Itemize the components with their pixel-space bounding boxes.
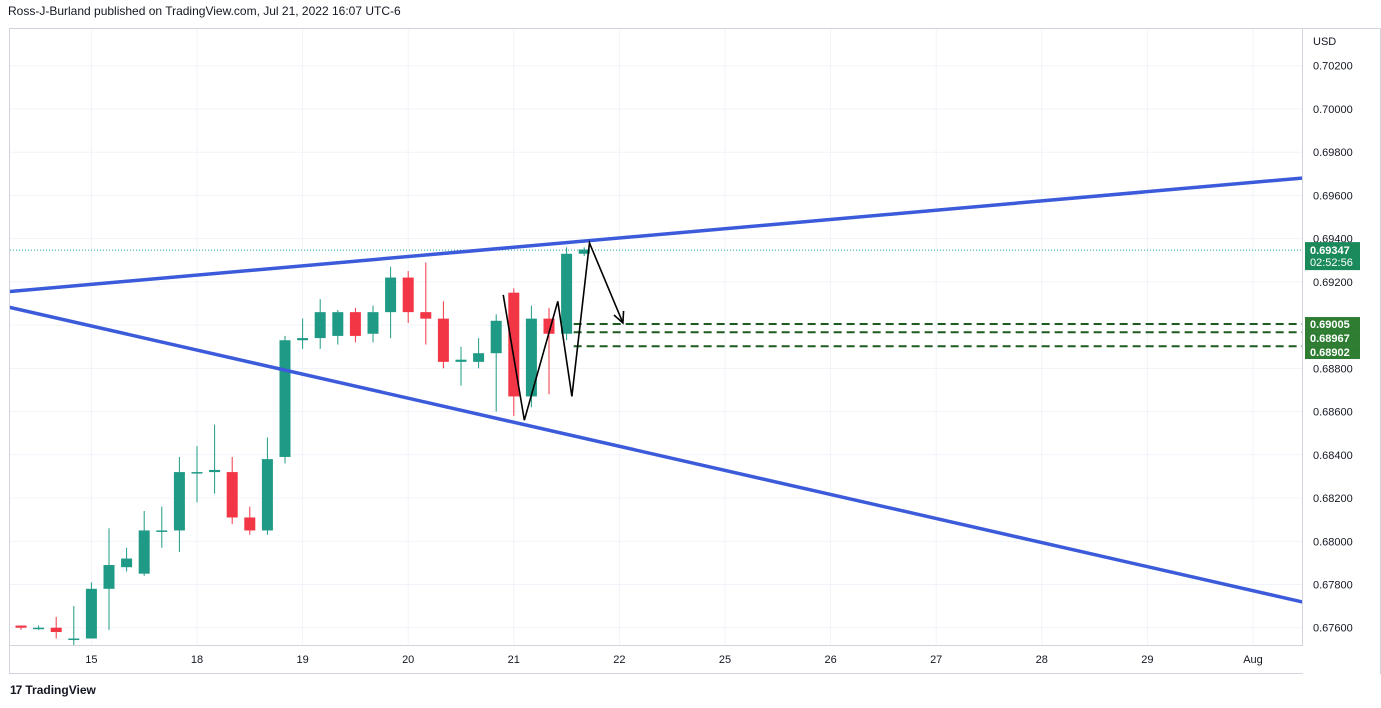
candle-body <box>85 588 97 639</box>
last-price-tag <box>1305 242 1360 271</box>
tradingview-logo-icon: 17 <box>10 683 22 697</box>
y-axis-labels: 0.67600 0.67800 0.68000 0.68200 0.68400 0.686… <box>1305 61 1360 635</box>
x-tick-label: 27 <box>930 654 942 666</box>
support-price-tag-text: 0.69005 <box>1310 319 1350 331</box>
x-tick-label: 26 <box>824 654 836 666</box>
candle-body <box>561 253 573 334</box>
candle-body <box>103 565 115 589</box>
last-price-countdown: 02:52:56 <box>1310 257 1353 269</box>
candle-body <box>33 627 45 630</box>
candle-body <box>226 472 238 518</box>
candle-body <box>173 472 185 531</box>
x-tick-label: 29 <box>1141 654 1153 666</box>
y-tick-label: 0.68800 <box>1313 363 1353 375</box>
y-tick-label: 0.69200 <box>1313 277 1353 289</box>
annotation-arrowhead <box>613 310 625 325</box>
y-tick-label: 0.67800 <box>1313 579 1353 591</box>
support-price-tag <box>1305 345 1360 360</box>
tradingview-brand-text: TradingView <box>25 683 96 697</box>
candle-body <box>490 320 502 354</box>
candle-body <box>578 249 590 254</box>
trendline-lower <box>10 305 1302 604</box>
candle-body <box>332 312 344 336</box>
y-tick-label: 0.70200 <box>1313 61 1353 73</box>
candle-body <box>209 469 221 473</box>
candle-body <box>420 312 432 319</box>
candle-body <box>525 318 537 397</box>
y-tick-label: 0.68400 <box>1313 450 1353 462</box>
chart-pane[interactable] <box>9 28 1303 646</box>
support-price-tag-text: 0.68902 <box>1310 347 1350 359</box>
grid-lines <box>10 29 1302 645</box>
candle-body <box>543 318 555 334</box>
candle-body <box>314 312 326 339</box>
last-price-value: 0.69347 <box>1310 245 1350 257</box>
y-tick-label: 0.68200 <box>1313 493 1353 505</box>
trendline-upper <box>10 176 1302 294</box>
x-tick-label: 22 <box>613 654 625 666</box>
candle-body <box>68 638 80 641</box>
x-tick-label: 19 <box>296 654 308 666</box>
support-price-tag <box>1305 331 1360 346</box>
currency-label: USD <box>1313 36 1336 48</box>
y-tick-label: 0.70000 <box>1313 104 1353 116</box>
candle-body <box>367 312 379 334</box>
candle-body <box>455 359 467 362</box>
candle-body <box>244 517 256 531</box>
candle-body <box>508 292 520 397</box>
x-tick-label: 28 <box>1036 654 1048 666</box>
candle-body <box>437 318 449 362</box>
candle-body <box>138 530 150 574</box>
candle-body <box>385 277 397 313</box>
tradingview-logo[interactable]: 17 TradingView <box>10 683 96 697</box>
attribution-text: Ross-J-Burland published on TradingView.… <box>8 4 401 18</box>
x-tick-label: 25 <box>719 654 731 666</box>
x-tick-label: 15 <box>85 654 97 666</box>
candle-body <box>156 530 168 532</box>
x-axis-labels: 15 18 19 20 21 22 25 26 27 28 29 Aug <box>85 654 1263 666</box>
candle-body <box>15 625 27 628</box>
drawings-group <box>10 176 1302 604</box>
candle-body <box>50 627 62 633</box>
candle-body <box>191 472 203 474</box>
candles-group <box>15 247 590 645</box>
candle-body <box>349 312 361 336</box>
annotation-path <box>502 239 624 421</box>
y-tick-label: 0.69600 <box>1313 190 1353 202</box>
y-tick-label: 0.67600 <box>1313 623 1353 635</box>
candle-body <box>297 338 309 341</box>
support-price-tag <box>1305 317 1360 332</box>
x-tick-label: Aug <box>1243 654 1263 666</box>
x-tick-label: 20 <box>402 654 414 666</box>
candle-body <box>402 277 414 313</box>
x-tick-label: 21 <box>508 654 520 666</box>
candle-body <box>261 459 273 531</box>
candle-body <box>279 340 291 457</box>
candle-body <box>121 558 133 568</box>
x-tick-label: 18 <box>191 654 203 666</box>
time-axis[interactable] <box>9 646 1303 674</box>
y-tick-label: 0.68000 <box>1313 536 1353 548</box>
support-price-tag-text: 0.68967 <box>1310 333 1350 345</box>
y-tick-label: 0.68600 <box>1313 407 1353 419</box>
y-tick-label: 0.69800 <box>1313 147 1353 159</box>
candle-body <box>473 353 485 362</box>
